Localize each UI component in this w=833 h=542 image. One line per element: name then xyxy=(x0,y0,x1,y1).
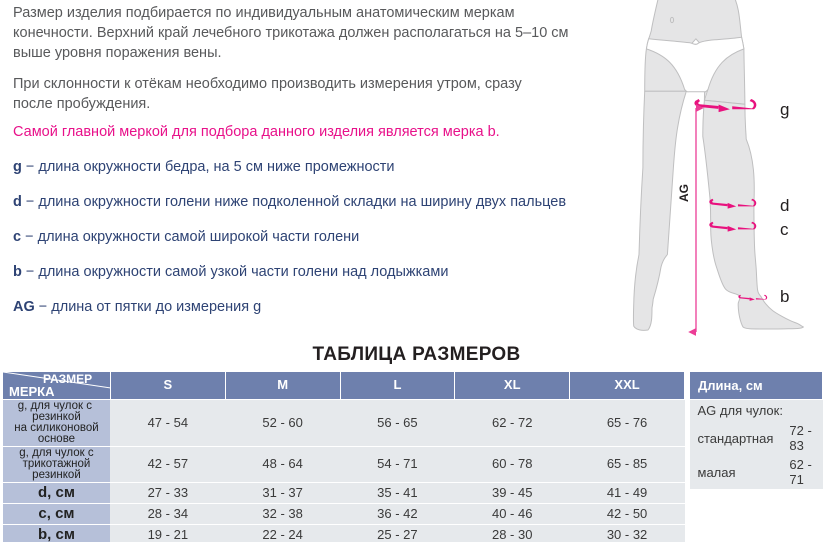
svg-text:c: c xyxy=(780,220,789,239)
svg-text:g: g xyxy=(780,100,789,119)
svg-text:b: b xyxy=(780,287,789,306)
svg-text:d: d xyxy=(780,196,789,215)
svg-text:AG: AG xyxy=(677,184,691,202)
